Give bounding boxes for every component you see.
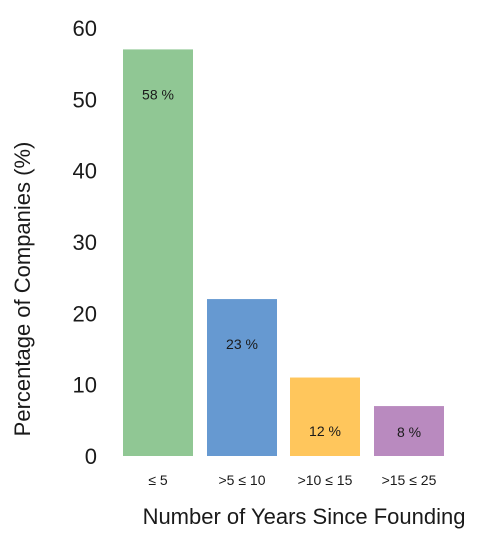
x-tick-label: >10 ≤ 15 — [298, 472, 353, 488]
data-labels: 58 % 23 % 12 % 8 % — [142, 86, 421, 440]
y-axis-ticks: 0 10 20 30 40 50 60 — [73, 16, 97, 469]
y-tick-label: 20 — [73, 301, 97, 326]
x-tick-label: >15 ≤ 25 — [382, 472, 437, 488]
data-label: 58 % — [142, 86, 174, 102]
y-tick-label: 40 — [73, 159, 97, 184]
x-axis-label: Number of Years Since Founding — [143, 504, 466, 529]
bar — [374, 406, 444, 456]
bars — [123, 49, 444, 457]
y-tick-label: 10 — [73, 373, 97, 398]
data-label: 12 % — [309, 423, 341, 439]
y-tick-label: 30 — [73, 230, 97, 255]
y-axis-label: Percentage of Companies (%) — [10, 142, 35, 437]
x-tick-label: ≤ 5 — [148, 472, 168, 488]
y-tick-label: 50 — [73, 87, 97, 112]
y-tick-label: 60 — [73, 16, 97, 41]
data-label: 23 % — [226, 336, 258, 352]
data-label: 8 % — [397, 424, 421, 440]
bar — [207, 299, 277, 456]
y-tick-label: 0 — [85, 444, 97, 469]
x-tick-label: >5 ≤ 10 — [219, 472, 266, 488]
bar — [290, 377, 360, 456]
x-axis-ticks: ≤ 5 >5 ≤ 10 >10 ≤ 15 >15 ≤ 25 — [148, 472, 436, 488]
bar — [123, 49, 193, 457]
